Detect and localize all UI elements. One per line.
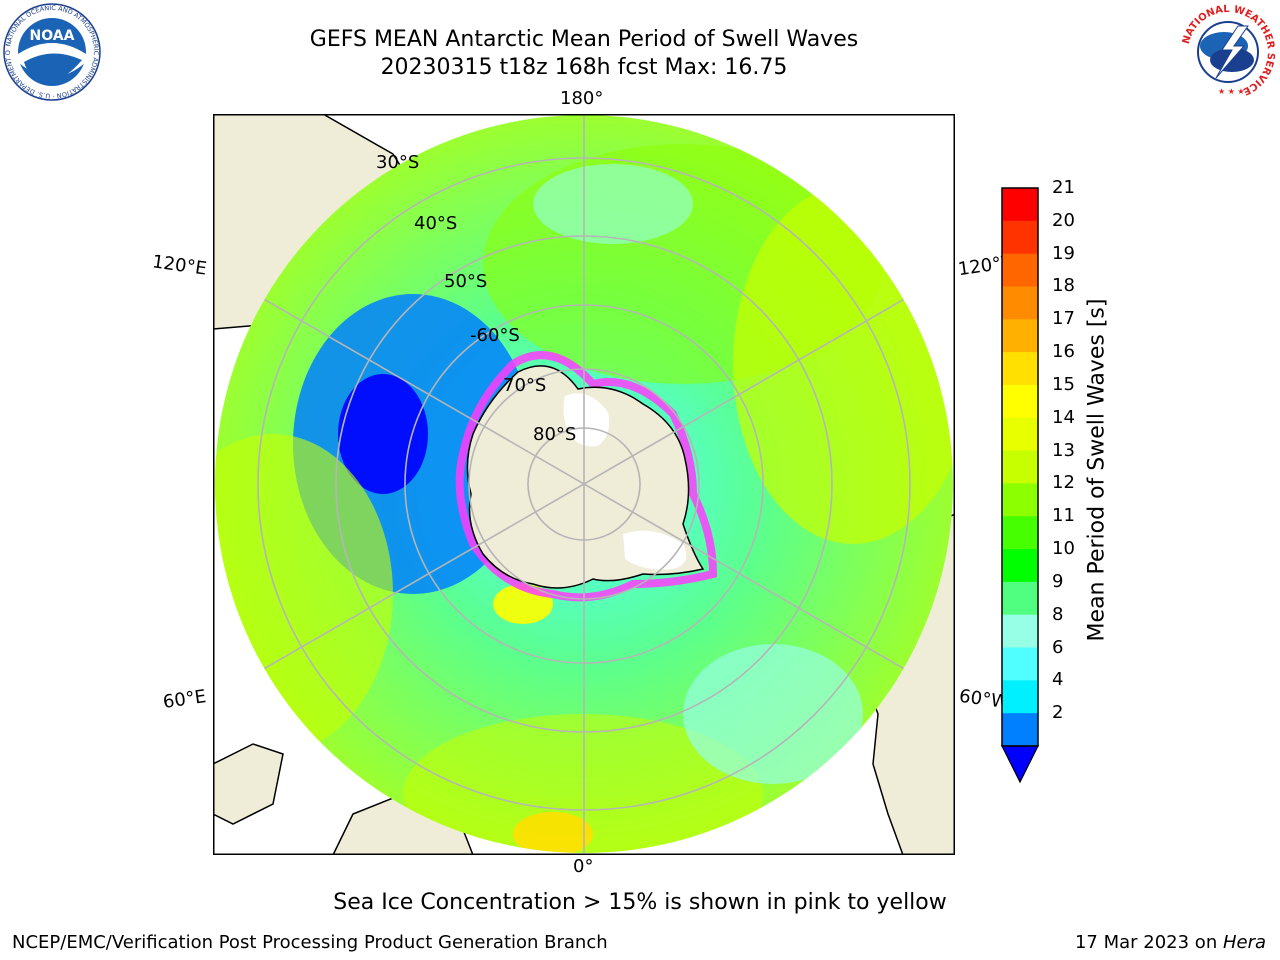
colorbar-tick-label: 12	[1052, 472, 1075, 494]
colorbar-block	[1002, 581, 1038, 616]
colorbar-block	[1002, 352, 1038, 386]
graticule	[215, 115, 953, 853]
colorbar-tick-label: 14	[1052, 406, 1075, 428]
colorbar-tick-label: 6	[1052, 636, 1064, 658]
colorbar-border	[1001, 187, 1039, 747]
colorbar-label: Mean Period of Swell Waves [s]	[1084, 298, 1110, 642]
colorbar-block	[1002, 614, 1038, 649]
footer-date-text: 17 Mar 2023 on	[1074, 932, 1223, 953]
colorbar-tick-label: 20	[1052, 209, 1075, 231]
colorbar-tick-label: 15	[1052, 373, 1075, 395]
sea-ice-caption: Sea Ice Concentration > 15% is shown in …	[333, 890, 947, 915]
svg-text:NOAA: NOAA	[30, 28, 75, 44]
ross-ice-shelf	[563, 393, 610, 447]
colorbar-tick-label: 13	[1052, 439, 1075, 461]
colorbar-block	[1002, 516, 1038, 550]
colorbar-tick-label: 11	[1052, 505, 1075, 527]
lon-label-120e: 120°E	[150, 251, 208, 280]
colorbar-block	[1002, 417, 1038, 452]
colorbar-tick-label: 4	[1052, 669, 1064, 691]
lon-label-0: 0°	[573, 856, 594, 877]
colorbar-block	[1002, 647, 1038, 681]
lat-label-50s: 50°S	[444, 271, 488, 292]
africa-land	[213, 743, 284, 825]
lat-label-30s: 30°S	[376, 152, 420, 173]
colorbar-tick-label: 21	[1052, 177, 1075, 198]
colorbar-block	[1002, 319, 1038, 353]
colorbar-tick-label: 16	[1052, 341, 1075, 363]
colorbar-block	[1002, 286, 1038, 320]
footer-credit: NCEP/EMC/Verification Post Processing Pr…	[12, 932, 608, 953]
colorbar-block	[1002, 483, 1038, 517]
indian-ocean-swell-region	[215, 434, 393, 754]
colorbar-tick-label: 2	[1052, 702, 1064, 724]
polar-map	[213, 114, 955, 855]
lat-label-70s: 70°S	[503, 375, 547, 396]
lat-label-40s: 40°S	[414, 213, 458, 234]
colorbar-tick-label: 9	[1052, 570, 1064, 592]
noaa-logo: NATIONAL OCEANIC AND ATMOSPHERIC ADMINIS…	[2, 2, 101, 101]
colorbar-block	[1002, 450, 1038, 484]
colorbar-extend-arrow	[1001, 745, 1039, 784]
lat-label-80s: 80°S	[533, 424, 577, 445]
colorbar-tick-label: 19	[1052, 242, 1075, 264]
nws-logo: NATIONAL WEATHER SERVICE ★ ★ ★	[1180, 4, 1276, 100]
sea-ice-edge	[455, 351, 718, 602]
svg-text:★ ★ ★: ★ ★ ★	[1218, 87, 1245, 96]
colorbar-block	[1002, 188, 1038, 222]
colorbar-block	[1002, 713, 1038, 747]
footer-date: 17 Mar 2023 on Hera	[1075, 932, 1266, 953]
colorbar-tick-label: 8	[1052, 603, 1064, 625]
map-subtitle: 20230315 t18z 168h fcst Max: 16.75	[380, 55, 788, 80]
lon-label-60e: 60°E	[161, 686, 208, 713]
colorbar-block	[1002, 549, 1038, 583]
colorbar	[1001, 187, 1039, 784]
footer-host: Hera	[1222, 932, 1266, 953]
colorbar-block	[1002, 220, 1038, 255]
lat-label-60s: -60°S	[470, 325, 520, 346]
lon-label-180: 180°	[560, 88, 604, 109]
colorbar-block	[1002, 680, 1038, 714]
atlantic-swell-region	[403, 714, 763, 853]
colorbar-tick-label: 18	[1052, 275, 1075, 297]
map-border	[213, 114, 955, 855]
colorbar-tick-label: 17	[1052, 308, 1075, 330]
colorbar-block	[1002, 384, 1038, 419]
map-title: GEFS MEAN Antarctic Mean Period of Swell…	[309, 27, 859, 52]
colorbar-tick-label: 10	[1052, 538, 1075, 560]
colorbar-block	[1002, 253, 1038, 287]
